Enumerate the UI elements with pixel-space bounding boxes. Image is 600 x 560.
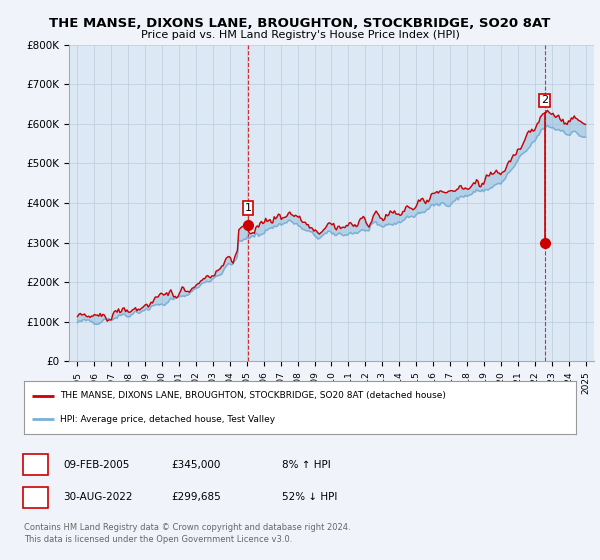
Text: 52% ↓ HPI: 52% ↓ HPI — [282, 492, 337, 502]
Text: Price paid vs. HM Land Registry's House Price Index (HPI): Price paid vs. HM Land Registry's House … — [140, 30, 460, 40]
Text: THE MANSE, DIXONS LANE, BROUGHTON, STOCKBRIDGE, SO20 8AT: THE MANSE, DIXONS LANE, BROUGHTON, STOCK… — [49, 17, 551, 30]
Text: HPI: Average price, detached house, Test Valley: HPI: Average price, detached house, Test… — [60, 414, 275, 423]
Text: 1: 1 — [32, 460, 39, 470]
Text: £345,000: £345,000 — [171, 460, 220, 470]
Text: Contains HM Land Registry data © Crown copyright and database right 2024.
This d: Contains HM Land Registry data © Crown c… — [24, 523, 350, 544]
Text: 8% ↑ HPI: 8% ↑ HPI — [282, 460, 331, 470]
Text: 09-FEB-2005: 09-FEB-2005 — [63, 460, 130, 470]
Text: 1: 1 — [245, 203, 252, 213]
Text: £299,685: £299,685 — [171, 492, 221, 502]
Text: 2: 2 — [32, 492, 39, 502]
Text: 30-AUG-2022: 30-AUG-2022 — [63, 492, 133, 502]
Text: 2: 2 — [541, 95, 548, 105]
Text: THE MANSE, DIXONS LANE, BROUGHTON, STOCKBRIDGE, SO20 8AT (detached house): THE MANSE, DIXONS LANE, BROUGHTON, STOCK… — [60, 391, 446, 400]
